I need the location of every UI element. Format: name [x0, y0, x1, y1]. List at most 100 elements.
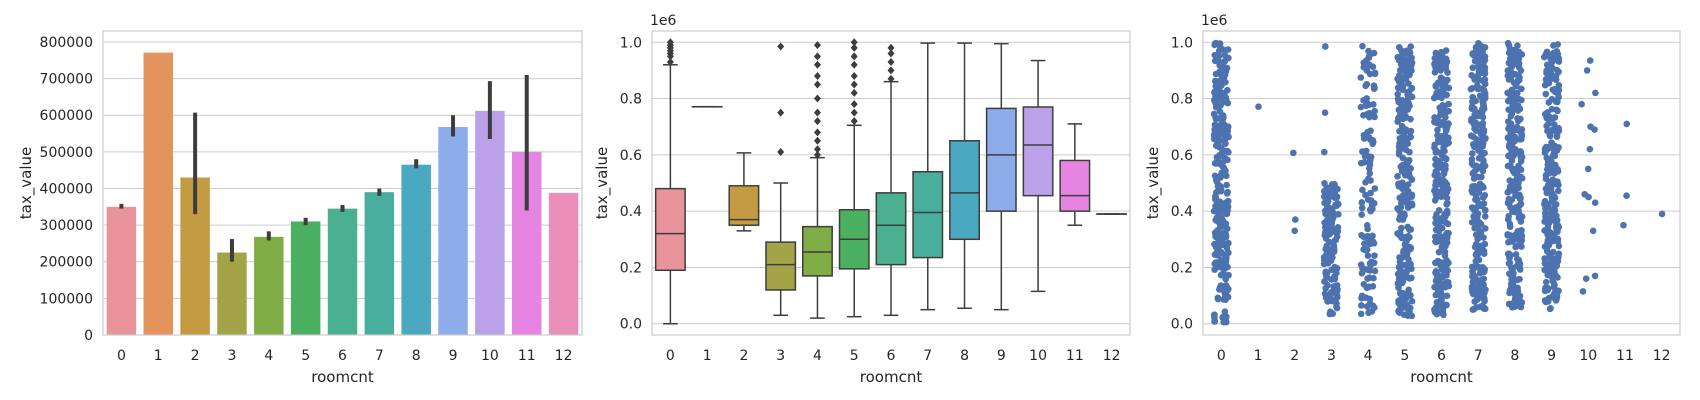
strip-point — [1586, 57, 1594, 64]
strip-point — [1445, 84, 1453, 92]
strip-point — [1514, 42, 1521, 50]
strip-point — [1215, 52, 1223, 60]
strip-point — [1361, 134, 1368, 141]
strip-point — [1434, 257, 1442, 265]
strip-point — [1394, 173, 1401, 180]
strip-point — [1474, 164, 1482, 172]
strip-point — [1517, 126, 1524, 134]
strip-point — [1554, 187, 1562, 195]
strip-point — [1211, 41, 1218, 49]
strip-point — [1370, 101, 1377, 108]
strip-point — [1223, 244, 1231, 252]
strip-point — [1511, 137, 1519, 145]
strip-point — [1364, 252, 1372, 259]
strip-point — [1542, 90, 1550, 98]
strip-point — [1471, 125, 1478, 133]
strip-point — [1445, 107, 1453, 115]
strip-point — [1358, 204, 1366, 212]
y-tick-label: 800000 — [40, 35, 93, 51]
strip-point — [1442, 114, 1449, 121]
strip-point — [1438, 239, 1446, 246]
strip-point — [1394, 90, 1402, 98]
strip-point — [1210, 110, 1218, 118]
y-axis-label: tax_value — [17, 147, 36, 219]
strip-point — [1290, 149, 1297, 157]
strip-point — [1472, 304, 1480, 311]
outlier-point — [813, 136, 821, 145]
strip-point — [1472, 262, 1480, 269]
bar — [290, 221, 321, 335]
strip-point — [1335, 210, 1342, 218]
strip-point — [1507, 112, 1515, 120]
bar — [475, 110, 505, 335]
outlier-point — [887, 74, 895, 83]
outlier-point — [850, 108, 858, 117]
strip-point — [1360, 280, 1368, 288]
strip-point — [1398, 194, 1406, 202]
strip-point — [1507, 252, 1514, 259]
strip-point — [1505, 187, 1513, 195]
strip-point — [1370, 85, 1378, 92]
strip-point — [1366, 109, 1373, 117]
strip-point — [1551, 281, 1558, 289]
strip-point — [1400, 247, 1407, 255]
chart-panel-3: 0.00.20.40.60.81.00 1 2 3 4 5 6 7 8 9 10 11 12roomcn… — [1144, 13, 1681, 386]
strip-point — [1517, 303, 1525, 311]
strip-point — [1219, 257, 1226, 264]
y-tick-label: 0.8 — [1171, 92, 1193, 108]
strip-point — [1509, 238, 1516, 245]
y-tick-label: 0.2 — [620, 260, 642, 276]
strip-point — [1474, 295, 1481, 302]
strip-point — [1223, 172, 1230, 180]
strip-point — [1400, 184, 1408, 192]
strip-point — [1396, 140, 1403, 147]
y-axis-label: tax_value — [593, 147, 612, 219]
strip-point — [1480, 184, 1487, 191]
strip-point — [1216, 198, 1224, 205]
strip-point — [1219, 239, 1227, 246]
strip-point — [1544, 155, 1551, 162]
strip-point — [1506, 55, 1514, 62]
strip-point — [1436, 276, 1443, 284]
strip-point — [1546, 132, 1554, 140]
strip-point — [1514, 107, 1522, 114]
strip-point — [1506, 162, 1514, 169]
strip-point — [1397, 261, 1405, 268]
strip-point — [1394, 118, 1402, 125]
strip-point — [1323, 269, 1331, 277]
strip-point — [1222, 264, 1229, 272]
strip-point — [1481, 76, 1489, 83]
strip-point — [1547, 233, 1554, 241]
strip-point — [1473, 82, 1481, 89]
strip-point — [1547, 185, 1555, 193]
strip-point — [1361, 240, 1368, 247]
strip-point — [1219, 162, 1226, 170]
box — [728, 185, 760, 226]
box — [1022, 106, 1054, 197]
strip-point — [1506, 259, 1514, 266]
y-tick-label: 0.0 — [620, 317, 642, 333]
strip-point — [1589, 227, 1597, 235]
strip-point — [1328, 297, 1336, 305]
strip-point — [1469, 64, 1477, 72]
x-tick-label: 10 — [1579, 348, 1597, 364]
box — [654, 187, 686, 272]
strip-point — [1358, 199, 1366, 206]
y-tick-label: 0.4 — [1171, 204, 1193, 220]
strip-point — [1366, 161, 1374, 169]
strip-point — [1470, 169, 1478, 176]
strip-point — [1437, 67, 1444, 74]
outlier-point — [887, 49, 895, 58]
x-tick-label: 11 — [1066, 348, 1084, 364]
chart-panel-2: 0.00.20.40.60.81.00 1 2 3 4 5 6 7 8 9 10 11 12roomcn… — [593, 13, 1131, 386]
strip-point — [1370, 274, 1377, 282]
strip-point — [1541, 218, 1548, 225]
strip-point — [1481, 213, 1489, 220]
strip-point — [1548, 293, 1556, 301]
strip-point — [1442, 191, 1449, 198]
strip-point — [1470, 143, 1478, 151]
strip-point — [1404, 106, 1411, 113]
outlier-point — [813, 117, 821, 126]
strip-point — [1438, 137, 1446, 145]
strip-point — [1321, 199, 1328, 207]
